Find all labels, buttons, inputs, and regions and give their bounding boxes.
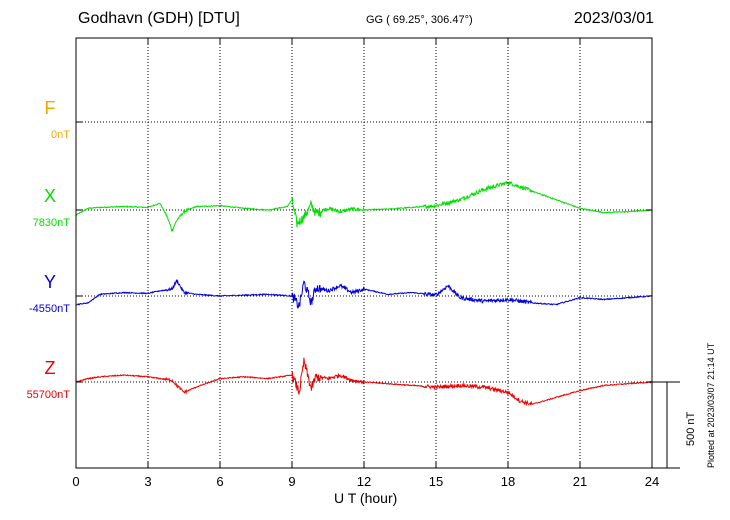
- trace-z: [75, 357, 653, 407]
- x-tick-label-12: 12: [357, 474, 371, 489]
- x-axis-label: U T (hour): [334, 490, 398, 506]
- x-tick-label-3: 3: [144, 474, 151, 489]
- labels: F 0nT X 7830nT Y -4550nT Z 55700nT: [27, 98, 71, 401]
- series-baseline-z: 55700nT: [27, 389, 71, 401]
- series-baseline-y: -4550nT: [29, 303, 70, 315]
- x-tick-label-9: 9: [288, 474, 295, 489]
- series-baseline-x: 7830nT: [33, 217, 71, 229]
- x-tick-label-0: 0: [72, 474, 79, 489]
- station-title: Godhavn (GDH) [DTU]: [78, 10, 240, 27]
- x-tick-label-6: 6: [216, 474, 223, 489]
- traces: [75, 180, 653, 407]
- series-baseline-f: 0nT: [51, 129, 70, 141]
- grid: [76, 38, 652, 468]
- series-name-z: Z: [45, 358, 56, 378]
- x-tick-label-24: 24: [645, 474, 659, 489]
- axes: 0 3 6 9 12 15 18 21 24: [72, 37, 680, 489]
- x-tick-label-15: 15: [429, 474, 443, 489]
- plot-frame: [75, 37, 653, 469]
- x-tick-label-18: 18: [501, 474, 515, 489]
- x-tick-label-21: 21: [573, 474, 587, 489]
- series-name-x: X: [44, 186, 56, 206]
- scale-bar-label: 500 nT: [685, 411, 697, 446]
- station-coordinates: GG ( 69.25°, 306.47°): [366, 14, 473, 26]
- series-name-y: Y: [44, 272, 56, 292]
- chart-date: 2023/03/01: [573, 10, 654, 27]
- trace-y: [76, 279, 653, 309]
- series-name-f: F: [45, 98, 56, 118]
- trace-x: [75, 180, 652, 233]
- plotted-timestamp: Plotted at 2023/03/07 21:14 UT: [706, 342, 716, 468]
